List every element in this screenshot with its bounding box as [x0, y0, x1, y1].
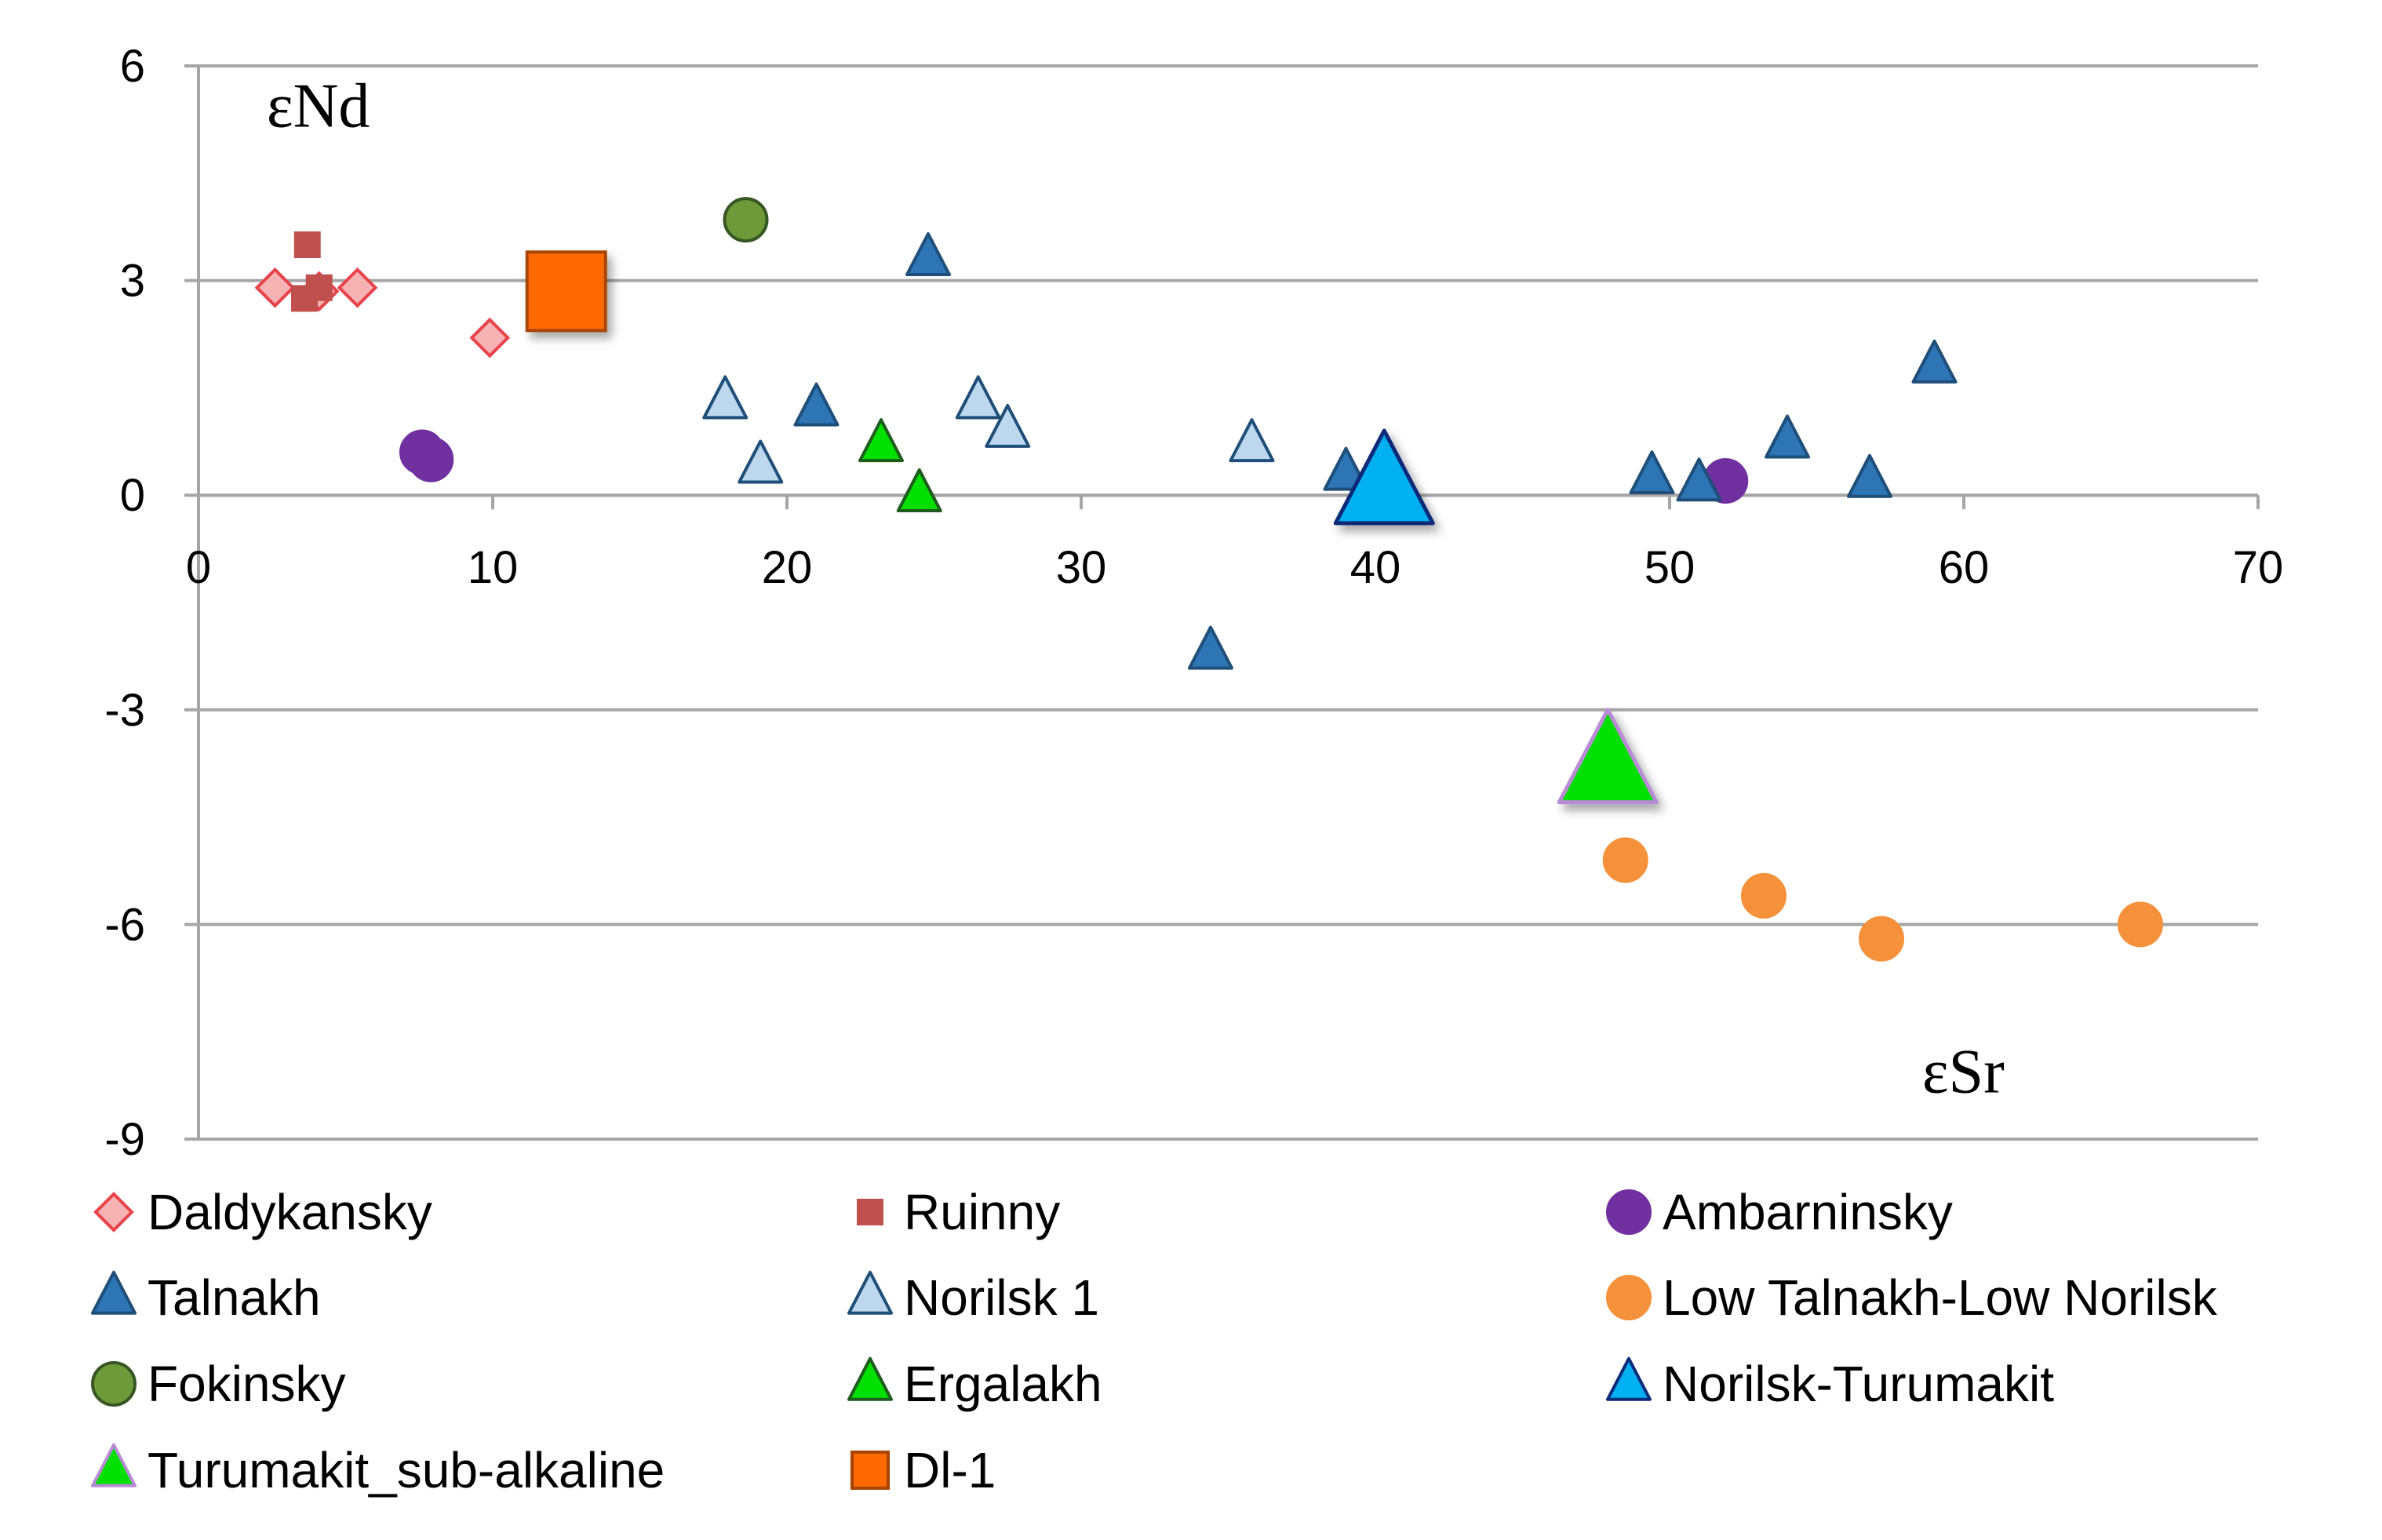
- legend-item-daldykansky: Daldykansky: [93, 1184, 432, 1240]
- legend-label-dl-1: Dl-1: [904, 1442, 996, 1498]
- point-ergalakh: [858, 418, 904, 463]
- legend-label-norilsk-turumakit: Norilsk-Turumakit: [1663, 1356, 2054, 1412]
- point-daldykansky: [469, 317, 511, 359]
- point-talnakh: [1629, 450, 1675, 495]
- legend-marker-ergalakh: [847, 1356, 893, 1401]
- legend-marker-ruinny: [857, 1199, 883, 1225]
- point-talnakh: [1911, 339, 1958, 384]
- legend-item-dl-1: Dl-1: [850, 1442, 996, 1498]
- legend-marker-talnakh: [91, 1270, 137, 1315]
- legend-label-ambarninsky: Ambarninsky: [1663, 1184, 1953, 1240]
- legend-item-ruinny: Ruinny: [857, 1184, 1060, 1240]
- legend-item-norilsk-1: Norilsk 1: [847, 1269, 1099, 1326]
- data-points: [254, 197, 2163, 962]
- x-axis-title: εSr: [1922, 1038, 2005, 1107]
- legend-marker-ambarninsky: [1606, 1189, 1652, 1235]
- point-talnakh: [905, 232, 951, 276]
- point-dl-1: [525, 250, 607, 333]
- legend-marker-fokinsky: [91, 1361, 137, 1407]
- point-talnakh: [1676, 457, 1722, 502]
- point-ambarninsky: [408, 436, 454, 482]
- point-talnakh: [1765, 414, 1810, 459]
- point-ruinny: [293, 231, 321, 258]
- x-tick-label: 10: [468, 542, 519, 593]
- legend-marker-norilsk-1: [847, 1270, 893, 1315]
- x-tick-label: 0: [186, 542, 211, 593]
- legend-label-norilsk-1: Norilsk 1: [904, 1269, 1099, 1326]
- point-talnakh: [1188, 625, 1233, 670]
- legend-marker-dl-1: [850, 1451, 890, 1490]
- legend-item-norilsk-turumakit: Norilsk-Turumakit: [1606, 1356, 2054, 1412]
- axes: [197, 66, 2260, 1139]
- x-tick-label: 70: [2233, 542, 2284, 593]
- x-tick-label: 40: [1350, 542, 1401, 593]
- legend-item-turumakit-sub-alkaline: Turumakit_sub-alkaline: [91, 1442, 665, 1498]
- point-low-talnakh-low-norilsk: [1602, 837, 1648, 883]
- point-norilsk-1: [1229, 418, 1275, 463]
- legend-marker-turumakit-sub-alkaline: [91, 1443, 137, 1487]
- y-tick-label: 0: [120, 470, 145, 521]
- legend-item-ambarninsky: Ambarninsky: [1606, 1184, 1953, 1240]
- point-low-talnakh-low-norilsk: [1859, 916, 1904, 962]
- legend-item-fokinsky: Fokinsky: [91, 1356, 346, 1412]
- y-tick-label: -9: [104, 1114, 145, 1165]
- y-axis-title: εNd: [267, 72, 370, 141]
- y-tick-label: -6: [104, 899, 145, 950]
- point-norilsk-1: [955, 375, 1001, 420]
- legend-item-low-talnakh-low-norilsk: Low Talnakh-Low Norilsk: [1606, 1269, 2218, 1326]
- point-talnakh: [793, 382, 840, 427]
- legend-label-daldykansky: Daldykansky: [148, 1184, 432, 1240]
- legend-item-talnakh: Talnakh: [91, 1269, 321, 1326]
- legend: Daldykansky Ruinny Ambarninsky Talnakh Noril…: [91, 1184, 2218, 1498]
- point-daldykansky: [254, 267, 296, 308]
- gridlines: [184, 64, 2258, 1141]
- y-tick-label: -3: [104, 685, 145, 736]
- legend-label-ergalakh: Ergalakh: [904, 1356, 1102, 1412]
- y-tick-label: 3: [120, 256, 145, 307]
- point-talnakh: [1323, 446, 1369, 491]
- point-daldykansky: [337, 267, 378, 308]
- legend-label-low-talnakh-low-norilsk: Low Talnakh-Low Norilsk: [1663, 1269, 2218, 1326]
- point-fokinsky: [723, 197, 769, 243]
- x-tick-label: 20: [762, 542, 813, 593]
- point-ruinny: [291, 285, 318, 312]
- legend-item-ergalakh: Ergalakh: [847, 1356, 1102, 1412]
- point-turumakit-sub-alkaline: [1557, 708, 1659, 805]
- legend-marker-norilsk-turumakit: [1606, 1356, 1652, 1401]
- point-ergalakh: [896, 468, 942, 512]
- x-tick-label: 30: [1056, 542, 1107, 593]
- point-norilsk-turumakit: [1333, 428, 1435, 526]
- x-tick-label: 60: [1939, 542, 1990, 593]
- point-norilsk-1: [702, 375, 748, 420]
- x-tick-label: 50: [1644, 542, 1695, 593]
- point-talnakh: [1847, 453, 1892, 498]
- tick-labels: 630-3-6-90 10 20 30 40 50 60 70: [104, 41, 2283, 1165]
- point-low-talnakh-low-norilsk: [2118, 901, 2163, 948]
- legend-label-ruinny: Ruinny: [904, 1184, 1060, 1240]
- legend-marker-low-talnakh-low-norilsk: [1606, 1275, 1652, 1320]
- legend-marker-daldykansky: [93, 1192, 134, 1232]
- legend-label-talnakh: Talnakh: [148, 1269, 321, 1326]
- point-low-talnakh-low-norilsk: [1741, 872, 1786, 919]
- legend-label-turumakit-sub-alkaline: Turumakit_sub-alkaline: [148, 1442, 665, 1498]
- point-norilsk-1: [738, 439, 784, 484]
- legend-label-fokinsky: Fokinsky: [148, 1356, 346, 1412]
- y-tick-label: 6: [120, 41, 145, 92]
- point-norilsk-1: [985, 403, 1031, 448]
